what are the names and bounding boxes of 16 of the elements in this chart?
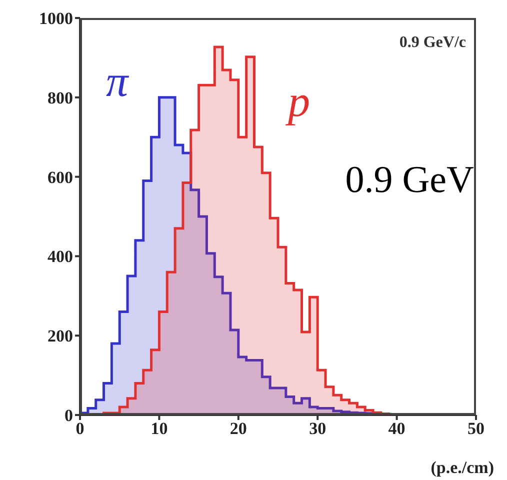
x-axis-title: (p.e./cm) — [430, 458, 494, 477]
y-tick-label: 1000 — [39, 9, 73, 28]
annotation: 0.9 GeV — [345, 158, 474, 202]
y-tick-label: 400 — [48, 247, 73, 266]
y-tick-label: 600 — [48, 168, 73, 187]
x-tick-label: 20 — [230, 419, 247, 438]
annotation: 0.9 GeV/c — [399, 34, 466, 52]
y-tick-label: 0 — [64, 406, 73, 426]
series-label: p — [280, 77, 318, 126]
x-tick-label: 40 — [388, 419, 406, 438]
x-tick-label: 30 — [309, 419, 326, 438]
y-tick-label: 200 — [48, 326, 73, 346]
x-tick-label: 10 — [150, 419, 168, 438]
x-tick-label: 50 — [468, 419, 484, 438]
y-tick-label: 800 — [48, 88, 73, 108]
series-label: π — [98, 57, 136, 106]
